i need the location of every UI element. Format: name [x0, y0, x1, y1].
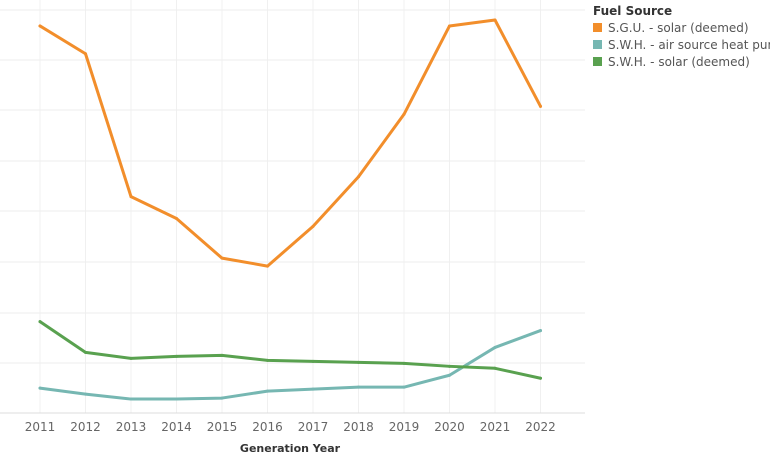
data-point[interactable] [220, 256, 224, 260]
x-tick-label: 2012 [70, 420, 101, 434]
legend-items: S.G.U. - solar (deemed) S.W.H. - air sour… [593, 19, 770, 70]
data-point[interactable] [448, 24, 451, 28]
series-layer [38, 18, 542, 401]
data-point[interactable] [539, 104, 542, 108]
data-point[interactable] [175, 354, 178, 358]
legend-swatch [593, 23, 602, 32]
data-point[interactable] [175, 216, 178, 220]
legend-label: S.W.H. - air source heat pump [608, 37, 770, 52]
data-point[interactable] [357, 175, 360, 179]
data-point[interactable] [84, 392, 87, 396]
x-tick-label: 2015 [207, 420, 238, 434]
data-point[interactable] [539, 329, 542, 333]
legend-swatch [593, 57, 602, 66]
data-point[interactable] [402, 112, 406, 116]
x-tick-labels: 2011 2012 2013 2014 2015 2016 2017 2018 2019 2020… [25, 420, 556, 434]
legend: Fuel Source S.G.U. - solar (deemed) S.W.H… [593, 3, 770, 70]
data-point[interactable] [38, 386, 42, 390]
legend-label: S.G.U. - solar (deemed) [608, 20, 749, 35]
legend-label: S.W.H. - solar (deemed) [608, 54, 750, 69]
series-line-0[interactable] [38, 18, 542, 268]
data-point[interactable] [311, 359, 315, 363]
x-tick-label: 2017 [298, 420, 329, 434]
data-point[interactable] [448, 364, 451, 368]
legend-item[interactable]: S.W.H. - solar (deemed) [593, 53, 770, 70]
data-point[interactable] [311, 387, 315, 391]
data-point[interactable] [175, 397, 178, 401]
data-point[interactable] [266, 389, 269, 393]
x-tick-label: 2014 [161, 420, 192, 434]
legend-title: Fuel Source [593, 4, 673, 18]
data-point[interactable] [129, 397, 133, 401]
legend-item[interactable]: S.W.H. - air source heat pump [593, 36, 770, 53]
x-tick-label: 2019 [389, 420, 420, 434]
legend-item[interactable]: S.G.U. - solar (deemed) [593, 19, 770, 36]
x-tick-label: 2018 [343, 420, 374, 434]
vertical-gridlines [39, 0, 541, 413]
series-line-1[interactable] [38, 329, 542, 401]
x-tick-label: 2013 [116, 420, 147, 434]
data-point[interactable] [357, 385, 360, 389]
data-point[interactable] [357, 360, 360, 364]
data-point[interactable] [38, 320, 42, 324]
data-point[interactable] [402, 361, 406, 365]
data-point[interactable] [220, 353, 224, 357]
data-point[interactable] [266, 358, 269, 362]
data-point[interactable] [493, 366, 497, 370]
data-point[interactable] [402, 385, 406, 389]
series-line-2[interactable] [38, 320, 542, 380]
data-point[interactable] [266, 264, 269, 268]
x-tick-label: 2022 [525, 420, 556, 434]
data-point[interactable] [129, 195, 133, 199]
x-axis-title: Generation Year [240, 442, 341, 455]
data-point[interactable] [129, 356, 133, 360]
data-point[interactable] [38, 24, 42, 28]
data-point[interactable] [493, 345, 497, 349]
x-tick-label: 2016 [252, 420, 283, 434]
x-tick-label: 2021 [480, 420, 511, 434]
x-tick-label: 2020 [434, 420, 465, 434]
x-tick-label: 2011 [25, 420, 56, 434]
data-point[interactable] [220, 396, 224, 400]
data-point[interactable] [84, 350, 87, 354]
data-point[interactable] [311, 224, 315, 228]
legend-swatch [593, 40, 602, 49]
data-point[interactable] [493, 18, 497, 22]
data-point[interactable] [84, 52, 87, 56]
horizontal-gridlines [0, 9, 585, 364]
data-point[interactable] [539, 376, 542, 380]
data-point[interactable] [448, 373, 451, 377]
